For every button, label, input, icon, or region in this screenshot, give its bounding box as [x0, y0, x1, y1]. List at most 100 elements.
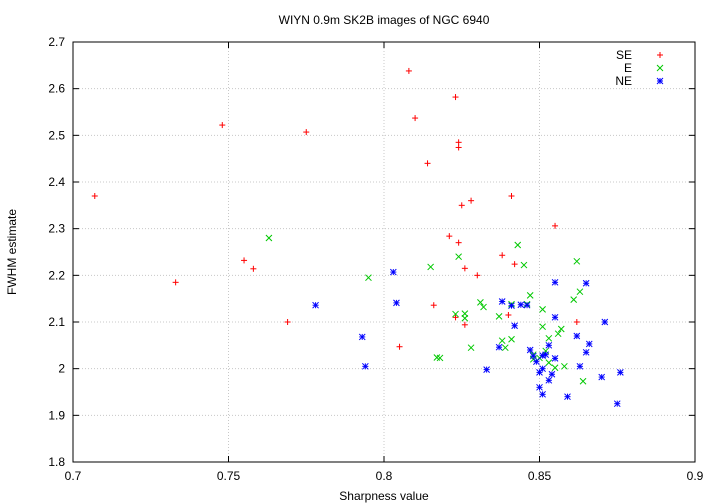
data-point	[508, 302, 515, 310]
data-point	[358, 333, 366, 341]
data-point	[542, 351, 550, 359]
data-point	[508, 193, 515, 199]
data-point	[552, 222, 559, 229]
data-point	[91, 193, 98, 199]
data-point	[505, 312, 512, 318]
data-point	[539, 306, 546, 313]
legend-marker	[656, 77, 664, 85]
data-point	[536, 383, 543, 391]
data-point	[250, 265, 257, 272]
data-point	[548, 370, 556, 378]
data-point	[430, 302, 437, 309]
tick-labels: 0.7 0.75 0.8 0.85 0.9 1.8 1.9 2 2.1 2.2 2.3 2.4 2.5 2…	[48, 35, 703, 483]
data-point	[241, 257, 248, 264]
series-e	[265, 234, 587, 385]
y-tick-label: 2.5	[48, 128, 65, 142]
data-point	[545, 334, 553, 342]
data-point	[461, 314, 469, 322]
data-point	[573, 319, 580, 325]
data-point	[219, 122, 226, 129]
data-points	[91, 67, 624, 408]
data-point	[365, 274, 372, 282]
data-point	[461, 321, 468, 328]
y-tick-label: 1.8	[48, 455, 65, 469]
data-point	[545, 341, 553, 349]
data-point	[564, 393, 571, 401]
data-point	[598, 373, 606, 381]
data-point	[458, 202, 465, 209]
data-point	[452, 314, 459, 321]
data-point	[477, 299, 484, 306]
data-point	[511, 261, 518, 268]
data-point	[265, 234, 273, 242]
data-point	[508, 335, 515, 343]
data-point	[405, 67, 412, 74]
legend-marker	[656, 64, 664, 72]
y-tick-label: 2.2	[48, 268, 65, 282]
chart-title: WIYN 0.9m SK2B images of NGC 6940	[279, 13, 490, 27]
data-point	[545, 376, 553, 384]
data-point	[539, 390, 546, 398]
data-point	[526, 292, 534, 299]
y-tick-label: 2.6	[48, 82, 65, 96]
data-point	[483, 366, 490, 373]
data-point	[455, 253, 462, 261]
x-tick-label: 0.7	[65, 469, 82, 483]
data-point	[446, 233, 453, 240]
x-tick-label: 0.85	[528, 469, 552, 483]
data-point	[520, 261, 528, 269]
data-point	[455, 139, 462, 146]
legend-label: NE	[615, 74, 632, 88]
data-point	[474, 272, 481, 279]
x-tick-label: 0.75	[217, 469, 241, 483]
x-tick-label: 0.9	[687, 469, 704, 483]
legend-label: E	[624, 61, 632, 75]
data-point	[529, 352, 537, 360]
data-point	[495, 313, 503, 320]
data-point	[573, 257, 581, 265]
x-axis-label: Sharpness value	[339, 489, 429, 503]
data-point	[312, 301, 319, 309]
data-point	[582, 348, 590, 356]
data-point	[557, 325, 565, 333]
data-point	[455, 144, 462, 151]
data-point	[389, 268, 397, 276]
data-point	[424, 160, 431, 167]
data-point	[539, 365, 546, 373]
data-point	[570, 296, 578, 303]
data-point	[495, 343, 503, 351]
data-point	[576, 362, 584, 370]
data-point	[533, 358, 540, 366]
data-point	[461, 265, 468, 272]
data-point	[517, 301, 525, 309]
data-point	[579, 377, 587, 385]
data-point	[480, 303, 487, 311]
data-point	[396, 343, 403, 350]
data-point	[511, 322, 518, 330]
plot-frame	[72, 41, 696, 463]
data-point	[551, 313, 559, 321]
y-tick-label: 2.7	[48, 35, 65, 49]
data-point	[551, 355, 559, 362]
data-point	[545, 359, 553, 366]
data-point	[427, 263, 435, 271]
x-tick-label: 0.8	[376, 469, 393, 483]
data-point	[284, 319, 291, 325]
data-point	[576, 288, 584, 296]
data-point	[526, 346, 534, 354]
y-tick-label: 1.9	[48, 408, 65, 422]
data-point	[554, 330, 562, 338]
data-point	[452, 94, 459, 101]
data-point	[412, 115, 419, 122]
data-point	[361, 362, 369, 370]
data-point	[172, 279, 179, 286]
data-point	[617, 369, 624, 376]
legend-label: SE	[616, 48, 632, 62]
series-se	[91, 67, 580, 350]
data-point	[601, 318, 609, 326]
data-point	[613, 400, 621, 408]
data-point	[393, 299, 400, 307]
data-point	[455, 239, 462, 246]
